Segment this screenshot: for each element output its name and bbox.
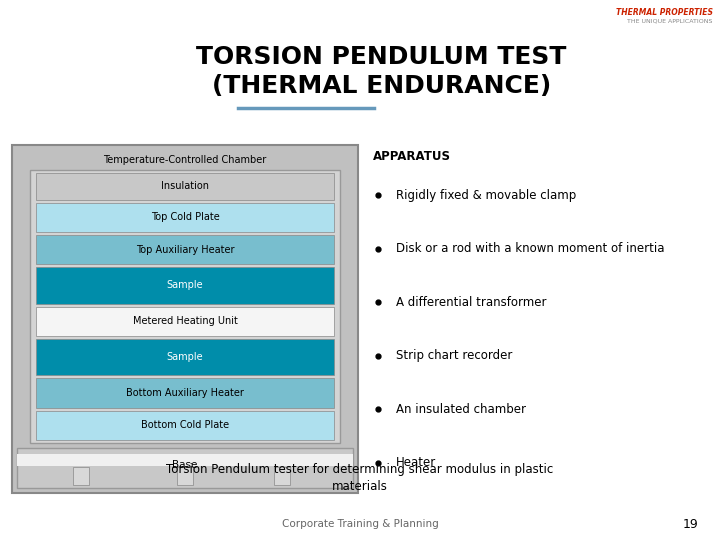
Text: Sample: Sample bbox=[167, 352, 203, 362]
Bar bbox=[12, 145, 358, 493]
Text: Temperature-Controlled Chamber: Temperature-Controlled Chamber bbox=[104, 155, 266, 165]
Text: Torsion Pendulum tester for determining shear modulus in plastic
materials: Torsion Pendulum tester for determining … bbox=[166, 463, 554, 493]
Bar bbox=[17, 448, 353, 488]
Bar bbox=[274, 467, 290, 485]
Bar bbox=[36, 202, 334, 232]
Text: A differential transformer: A differential transformer bbox=[396, 296, 546, 309]
Bar bbox=[36, 307, 334, 336]
Text: THE UNIQUE APPLICATIONS: THE UNIQUE APPLICATIONS bbox=[627, 19, 713, 24]
Text: Bottom Auxiliary Heater: Bottom Auxiliary Heater bbox=[126, 388, 244, 398]
Text: (THERMAL ENDURANCE): (THERMAL ENDURANCE) bbox=[212, 75, 552, 98]
Bar bbox=[36, 173, 334, 200]
Text: Top Auxiliary Heater: Top Auxiliary Heater bbox=[136, 245, 234, 254]
Text: Metered Heating Unit: Metered Heating Unit bbox=[132, 316, 238, 326]
Text: THERMAL PROPERTIES: THERMAL PROPERTIES bbox=[616, 8, 713, 17]
Text: Corporate Training & Planning: Corporate Training & Planning bbox=[282, 519, 438, 529]
Text: APPARATUS: APPARATUS bbox=[373, 150, 451, 163]
Text: TORSION PENDULUM TEST: TORSION PENDULUM TEST bbox=[197, 45, 567, 69]
Text: Bottom Cold Plate: Bottom Cold Plate bbox=[141, 420, 229, 430]
Text: Base: Base bbox=[172, 461, 198, 470]
Bar bbox=[36, 267, 334, 303]
Text: Heater: Heater bbox=[396, 456, 436, 469]
Bar bbox=[36, 379, 334, 408]
Bar bbox=[17, 454, 353, 466]
Text: Sample: Sample bbox=[167, 280, 203, 291]
Bar bbox=[36, 235, 334, 264]
Text: 19: 19 bbox=[683, 517, 698, 530]
Text: An insulated chamber: An insulated chamber bbox=[396, 403, 526, 416]
Text: Strip chart recorder: Strip chart recorder bbox=[396, 349, 513, 362]
Text: Top Cold Plate: Top Cold Plate bbox=[150, 212, 220, 222]
Text: Rigidly fixed & movable clamp: Rigidly fixed & movable clamp bbox=[396, 188, 576, 201]
Bar bbox=[30, 170, 340, 443]
Bar bbox=[73, 467, 89, 485]
Text: Disk or a rod with a known moment of inertia: Disk or a rod with a known moment of ine… bbox=[396, 242, 665, 255]
Bar bbox=[36, 410, 334, 440]
Bar bbox=[36, 339, 334, 375]
Bar bbox=[177, 467, 193, 485]
Text: Insulation: Insulation bbox=[161, 181, 209, 191]
